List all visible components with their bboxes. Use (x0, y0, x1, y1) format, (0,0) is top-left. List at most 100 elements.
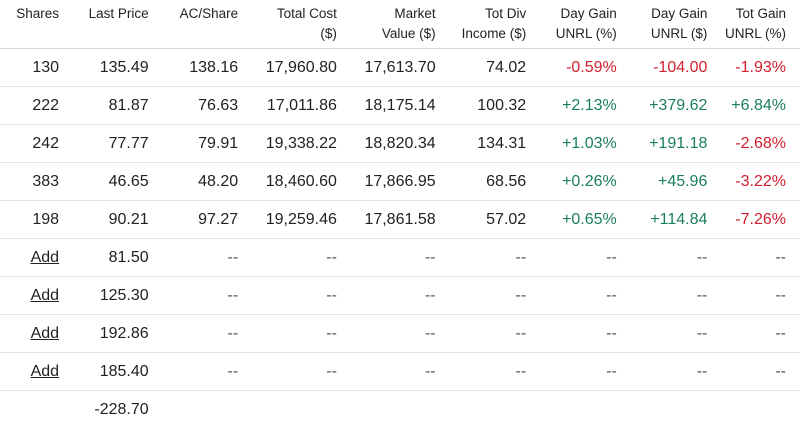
tot-gain-pct-value: -2.68% (735, 134, 786, 152)
day-gain-pct-value: +2.13% (562, 96, 617, 114)
last-price-value: 125.30 (99, 286, 149, 304)
table-cell: -- (338, 314, 438, 353)
table-cell: -7.26% (709, 200, 800, 239)
table-cell: 185.40 (59, 352, 151, 391)
table-cell: Add (0, 352, 60, 391)
table-cell: -- (528, 276, 619, 315)
tot-gain-pct-value: -3.22% (735, 172, 786, 190)
empty-cell (238, 401, 240, 418)
empty-value-placeholder: -- (696, 324, 708, 342)
ac-share-value: 48.20 (198, 172, 239, 190)
table-cell: 81.50 (59, 238, 151, 277)
day-gain-usd-value: +45.96 (657, 172, 708, 190)
holding-row[interactable]: 242 77.77 79.91 19,338.22 18,820.34 134.31 +1.… (0, 124, 800, 163)
column-header-shares[interactable]: Shares (0, 0, 60, 49)
add-position-link[interactable]: Add (30, 248, 60, 266)
table-cell: -2.68% (709, 124, 800, 163)
shares-value: 130 (32, 58, 60, 76)
column-header-day-gain-unrl-usd[interactable]: Day Gain UNRL ($) (618, 0, 710, 49)
table-cell: +114.84 (618, 200, 710, 239)
table-cell (709, 390, 800, 421)
table-cell: 90.21 (59, 200, 151, 239)
column-header-day-gain-unrl-pct[interactable]: Day Gain UNRL (%) (528, 0, 619, 49)
column-header-market-value[interactable]: Market Value ($) (338, 0, 438, 49)
table-cell: 17,011.86 (240, 86, 339, 125)
table-cell: 19,259.46 (240, 200, 339, 239)
column-header-label: Value ($) (381, 26, 436, 41)
table-cell: 138.16 (150, 48, 241, 87)
empty-value-placeholder: -- (227, 362, 239, 380)
column-header-last-price[interactable]: Last Price (59, 0, 151, 49)
column-header-label: Day Gain (651, 6, 708, 21)
table-cell: -- (709, 314, 800, 353)
div-income-value: 57.02 (486, 210, 527, 228)
empty-cell (436, 401, 438, 418)
table-cell: 125.30 (59, 276, 151, 315)
table-cell: 48.20 (150, 162, 241, 201)
day-gain-usd-value: -104.00 (653, 58, 708, 76)
empty-value-placeholder: -- (326, 324, 337, 342)
add-position-link[interactable]: Add (30, 324, 60, 342)
table-cell: -- (437, 314, 529, 353)
market-value-value: 17,613.70 (364, 58, 436, 76)
table-cell: +6.84% (709, 86, 800, 125)
column-header-label: Tot Div (484, 6, 527, 21)
empty-value-placeholder: -- (606, 248, 617, 266)
table-cell: 198 (0, 200, 60, 239)
column-header-tot-gain-unrl-pct[interactable]: Tot Gain UNRL (%) (709, 0, 800, 49)
table-cell: +0.65% (528, 200, 619, 239)
table-cell (0, 390, 60, 421)
ac-share-value: 79.91 (198, 134, 239, 152)
column-header-tot-div-income[interactable]: Tot Div Income ($) (437, 0, 529, 49)
empty-cell (526, 401, 528, 418)
last-price-value: 46.65 (108, 172, 149, 190)
holding-row[interactable]: 130 135.49 138.16 17,960.80 17,613.70 74.02 -0… (0, 48, 800, 87)
table-cell: 192.86 (59, 314, 151, 353)
table-cell: Add (0, 314, 60, 353)
table-cell: -- (618, 276, 710, 315)
empty-value-placeholder: -- (515, 286, 527, 304)
market-value-value: 18,820.34 (364, 134, 436, 152)
tot-gain-pct-value: -1.93% (735, 58, 786, 76)
market-value-value: 17,861.58 (364, 210, 436, 228)
empty-value-placeholder: -- (424, 286, 436, 304)
column-header-ac-share[interactable]: AC/Share (150, 0, 241, 49)
day-gain-pct-value: +0.65% (562, 210, 617, 228)
table-cell: -- (150, 314, 241, 353)
last-price-value: 192.86 (99, 324, 149, 342)
table-cell: -- (437, 276, 529, 315)
shares-value: 242 (32, 134, 60, 152)
table-cell: 68.56 (437, 162, 529, 201)
day-gain-pct-value: +0.26% (562, 172, 617, 190)
total-last-price-value: -228.70 (94, 400, 149, 418)
total-cost-value: 19,259.46 (265, 210, 337, 228)
empty-value-placeholder: -- (326, 286, 337, 304)
total-cost-value: 17,960.80 (265, 58, 337, 76)
table-cell: -- (709, 352, 800, 391)
div-income-value: 74.02 (486, 58, 527, 76)
table-cell: -- (150, 238, 241, 277)
shares-value: 383 (32, 172, 60, 190)
table-cell: 17,866.95 (338, 162, 438, 201)
column-header-label: Income ($) (461, 26, 527, 41)
column-header-total-cost[interactable]: Total Cost ($) (240, 0, 339, 49)
holding-row[interactable]: 222 81.87 76.63 17,011.86 18,175.14 100.32 +2.… (0, 86, 800, 125)
table-cell: -- (437, 352, 529, 391)
empty-value-placeholder: -- (696, 248, 708, 266)
add-position-link[interactable]: Add (30, 286, 60, 304)
holding-row[interactable]: 383 46.65 48.20 18,460.60 17,866.95 68.56 +0.2… (0, 162, 800, 201)
add-position-link[interactable]: Add (30, 362, 60, 380)
empty-value-placeholder: -- (515, 362, 527, 380)
watch-row: Add 81.50 -- -- -- -- -- -- -- (0, 238, 800, 277)
empty-value-placeholder: -- (696, 362, 708, 380)
div-income-value: 68.56 (486, 172, 527, 190)
table-cell: -- (437, 238, 529, 277)
last-price-value: 77.77 (108, 134, 149, 152)
table-cell: 17,960.80 (240, 48, 339, 87)
empty-value-placeholder: -- (606, 362, 617, 380)
table-cell: 134.31 (437, 124, 529, 163)
holding-row[interactable]: 198 90.21 97.27 19,259.46 17,861.58 57.02 +0.6… (0, 200, 800, 239)
table-cell: -1.93% (709, 48, 800, 87)
table-cell: 18,175.14 (338, 86, 438, 125)
table-cell (150, 390, 241, 421)
